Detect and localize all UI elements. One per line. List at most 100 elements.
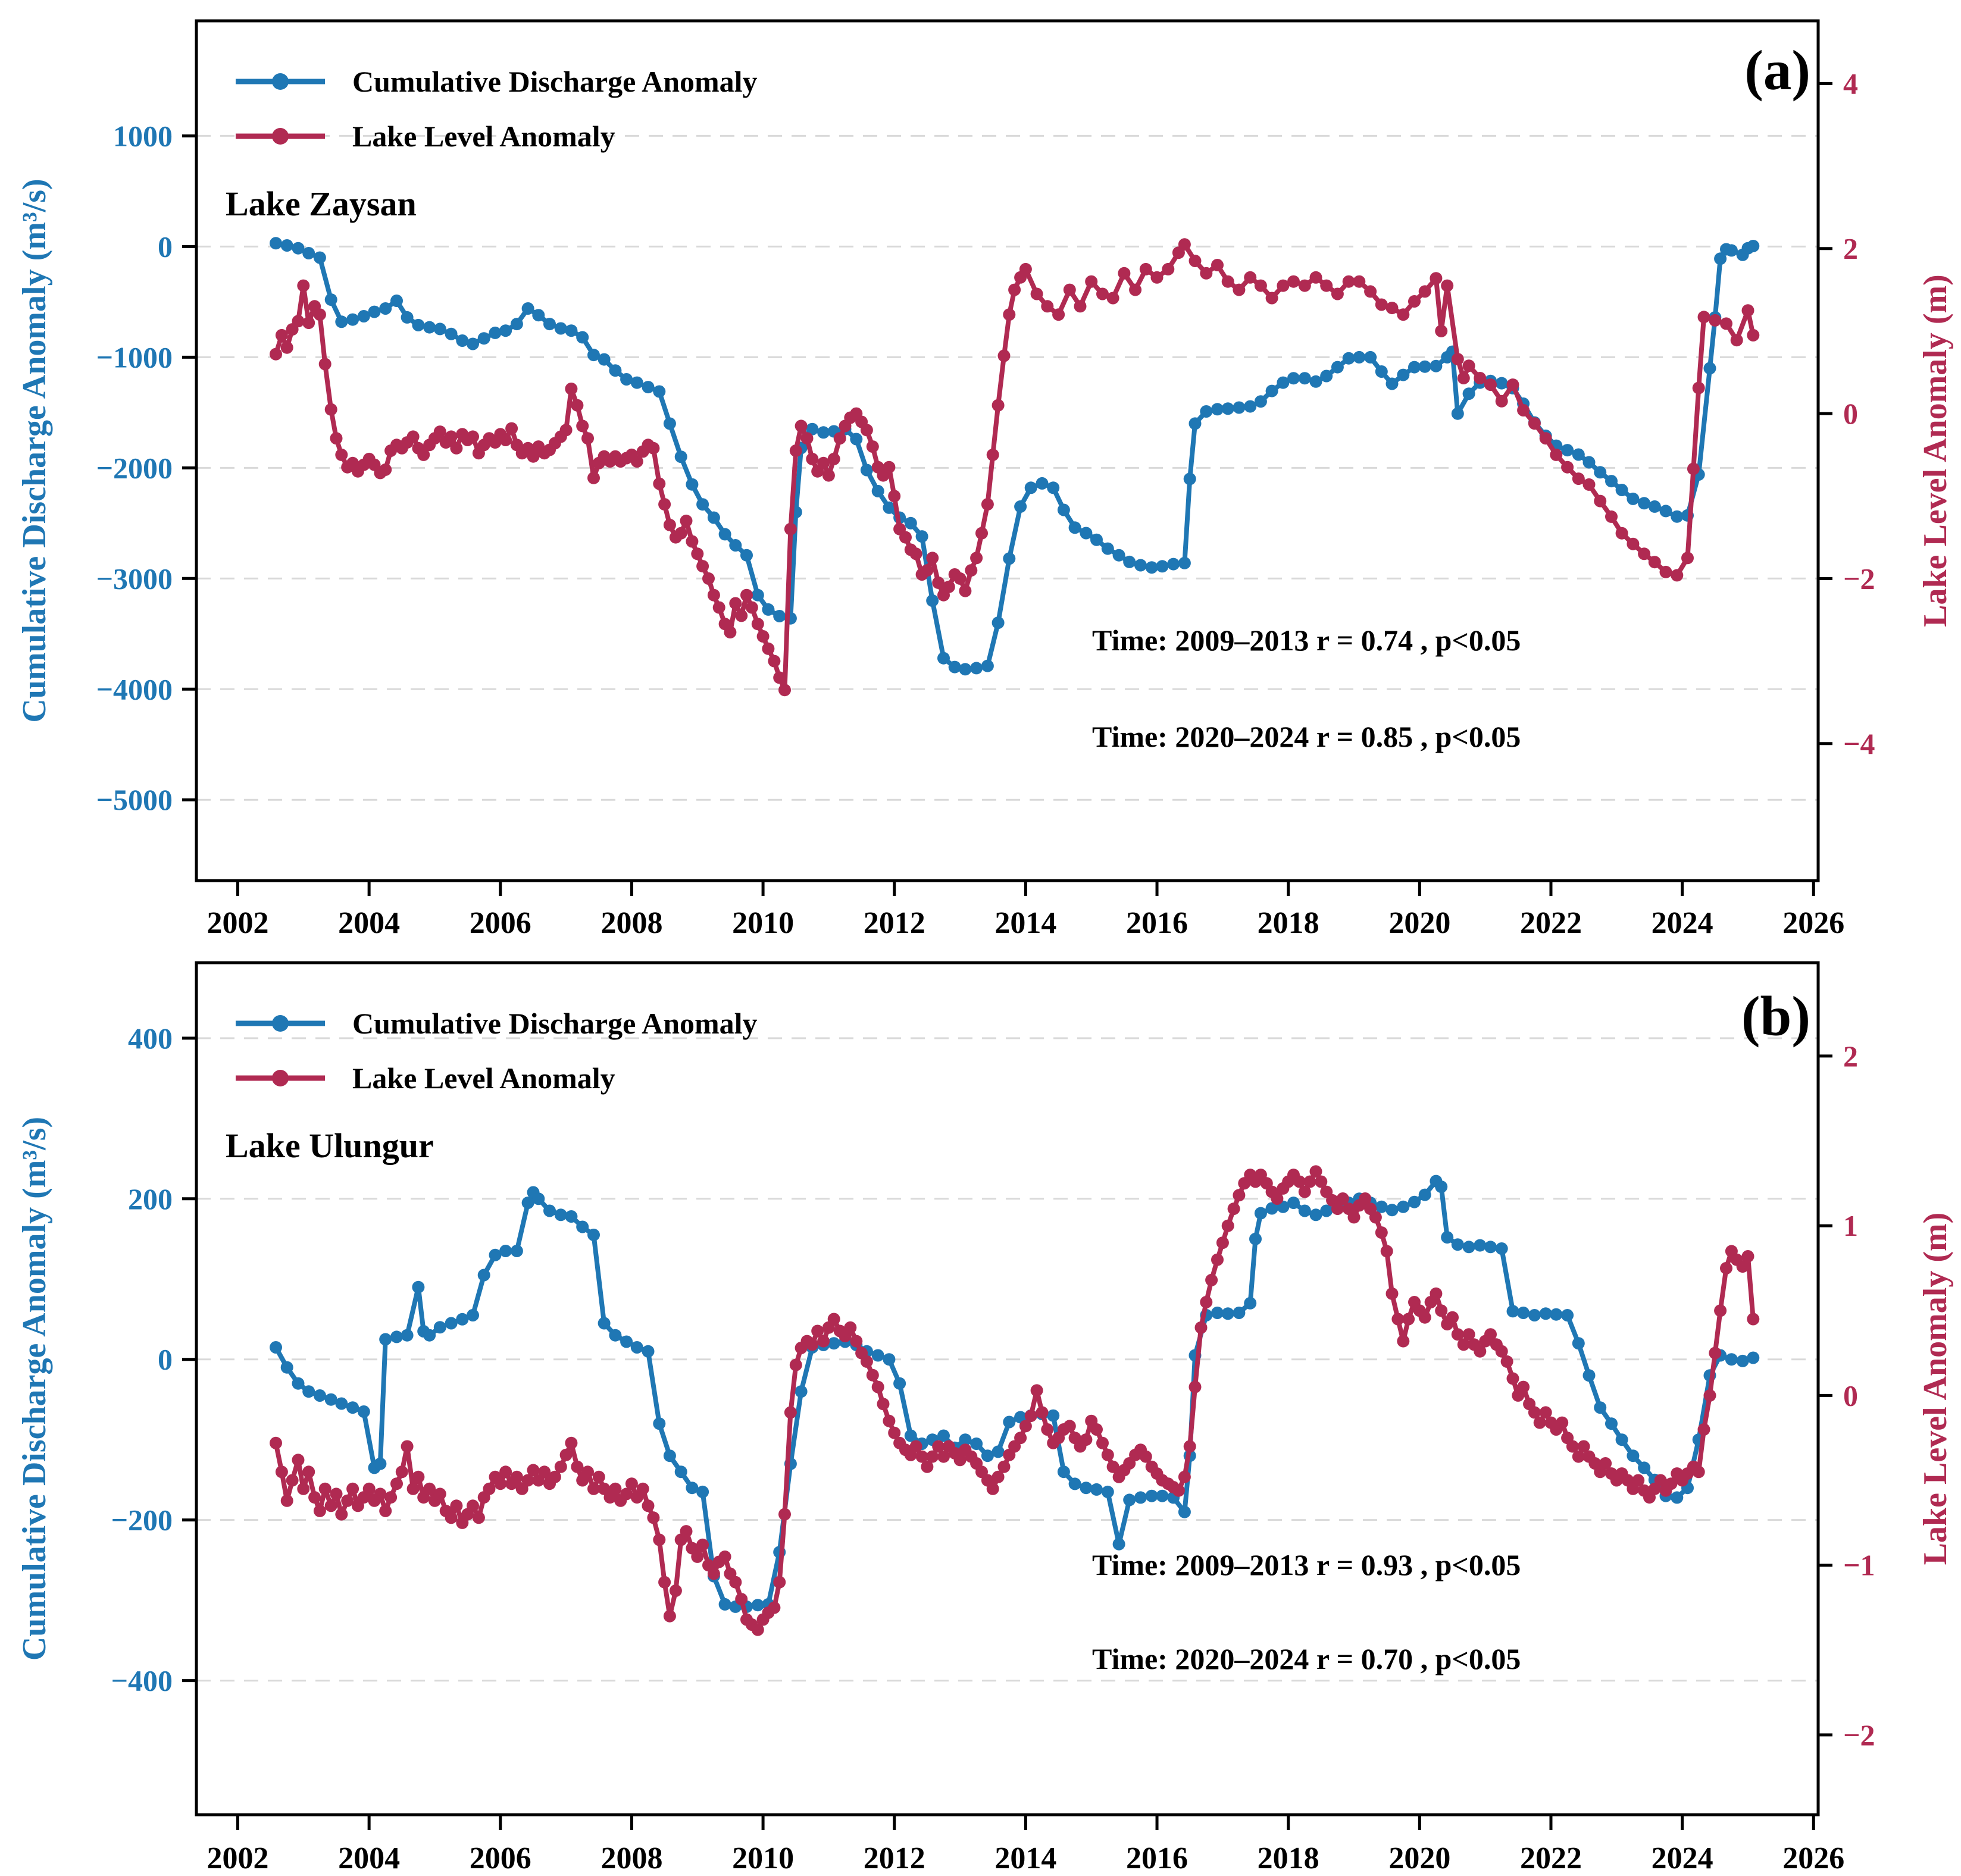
data-point-discharge: [445, 327, 458, 340]
data-point-lake_level: [1030, 1384, 1043, 1397]
data-point-discharge: [1178, 556, 1191, 569]
data-point-discharge: [981, 1449, 994, 1462]
data-point-discharge: [379, 302, 392, 315]
data-point-lake_level: [1227, 1202, 1240, 1216]
data-point-lake_level: [735, 1593, 748, 1606]
data-point-discharge: [313, 251, 326, 264]
left-tick-label: −5000: [96, 783, 173, 816]
left-tick-label: −3000: [96, 562, 173, 595]
data-point-lake_level: [686, 535, 699, 548]
data-point-discharge: [1123, 555, 1136, 568]
data-point-discharge: [302, 247, 315, 259]
data-point-lake_level: [1495, 1345, 1508, 1358]
data-point-lake_level: [401, 1440, 414, 1453]
panel-title: Lake Zaysan: [226, 184, 417, 223]
data-point-lake_level: [1500, 1355, 1513, 1368]
data-point-lake_level: [1014, 1432, 1027, 1445]
data-point-discharge: [642, 381, 655, 394]
data-point-lake_level: [827, 1313, 840, 1326]
data-point-lake_level: [888, 490, 901, 503]
data-point-lake_level: [1041, 1423, 1054, 1436]
data-point-lake_level: [932, 576, 945, 589]
data-point-discharge: [653, 1417, 666, 1430]
data-point-lake_level: [1418, 1311, 1431, 1324]
data-point-lake_level: [581, 432, 594, 445]
data-point-discharge: [1462, 387, 1475, 400]
data-point-discharge: [565, 324, 578, 337]
data-point-discharge: [1736, 1354, 1749, 1367]
left-tick-label: −2000: [96, 451, 173, 484]
data-point-lake_level: [1320, 279, 1333, 292]
data-point-lake_level: [1233, 1189, 1246, 1202]
data-point-discharge: [1375, 365, 1388, 378]
data-point-lake_level: [335, 448, 348, 461]
data-point-lake_level: [1703, 1389, 1716, 1402]
data-point-lake_level: [1189, 255, 1202, 267]
data-point-discharge: [948, 660, 961, 674]
data-point-lake_level: [1019, 262, 1032, 275]
data-point-discharge: [565, 1210, 578, 1223]
data-point-lake_level: [1139, 262, 1152, 275]
data-point-discharge: [1068, 1477, 1081, 1490]
data-point-lake_level: [1533, 1416, 1546, 1429]
data-point-lake_level: [270, 347, 282, 361]
data-point-lake_level: [751, 618, 764, 631]
data-point-lake_level: [866, 1368, 879, 1382]
data-point-lake_level: [362, 1482, 376, 1495]
data-point-lake_level: [1139, 1450, 1152, 1463]
data-point-lake_level: [986, 448, 999, 461]
data-point-lake_level: [571, 1460, 584, 1473]
data-point-lake_level: [1233, 283, 1246, 296]
data-point-lake_level: [1359, 1192, 1372, 1205]
data-point-discharge: [1703, 362, 1716, 375]
data-point-discharge: [1211, 403, 1224, 416]
data-point-lake_level: [953, 1454, 967, 1467]
data-point-discharge: [871, 484, 884, 497]
data-point-discharge: [1418, 360, 1431, 373]
data-point-lake_level: [330, 432, 343, 445]
data-point-lake_level: [467, 1499, 479, 1512]
data-point-discharge: [620, 373, 633, 386]
data-point-lake_level: [1506, 378, 1519, 392]
data-point-lake_level: [735, 609, 748, 622]
data-point-lake_level: [1572, 1450, 1585, 1463]
data-point-discharge: [576, 331, 589, 344]
data-point-lake_level: [1556, 1416, 1569, 1429]
data-point-discharge: [1189, 417, 1202, 430]
data-point-discharge: [806, 422, 819, 436]
data-point-discharge: [1725, 244, 1738, 257]
left-tick-label: −200: [111, 1504, 173, 1537]
data-point-discharge: [1298, 372, 1311, 385]
left-axis-title: Cumulative Discharge Anomaly (m³/s): [16, 1117, 53, 1661]
data-point-discharge: [390, 295, 403, 307]
data-point-lake_level: [1221, 1219, 1234, 1232]
data-point-lake_level: [521, 1474, 534, 1487]
data-point-discharge: [1627, 1449, 1640, 1462]
data-point-lake_level: [1730, 334, 1743, 347]
data-point-lake_level: [850, 1335, 863, 1348]
data-point-lake_level: [620, 1487, 633, 1501]
panel-title: Lake Ulungur: [226, 1126, 434, 1165]
data-point-lake_level: [1462, 359, 1475, 372]
data-point-lake_level: [1599, 1457, 1612, 1470]
x-tick-label: 2022: [1520, 906, 1582, 940]
data-point-lake_level: [1331, 1202, 1344, 1216]
data-point-discharge: [1134, 1491, 1147, 1504]
data-point-discharge: [937, 652, 950, 665]
data-point-lake_level: [1528, 1406, 1541, 1419]
data-point-discharge: [1183, 472, 1196, 486]
data-point-discharge: [1090, 533, 1103, 546]
data-point-discharge: [1047, 1409, 1060, 1422]
data-point-discharge: [642, 1345, 655, 1358]
data-point-discharge: [1221, 402, 1234, 415]
data-point-discharge: [1638, 497, 1651, 510]
data-point-lake_level: [860, 1355, 873, 1368]
data-point-lake_level: [1150, 271, 1164, 284]
data-point-discharge: [904, 516, 917, 530]
data-point-discharge: [937, 1429, 950, 1442]
data-point-lake_level: [942, 580, 955, 593]
left-axis-title: Cumulative Discharge Anomaly (m³/s): [16, 178, 53, 722]
data-point-lake_level: [1036, 1406, 1049, 1419]
data-point-discharge: [1342, 352, 1355, 365]
data-point-discharge: [1747, 1351, 1760, 1364]
